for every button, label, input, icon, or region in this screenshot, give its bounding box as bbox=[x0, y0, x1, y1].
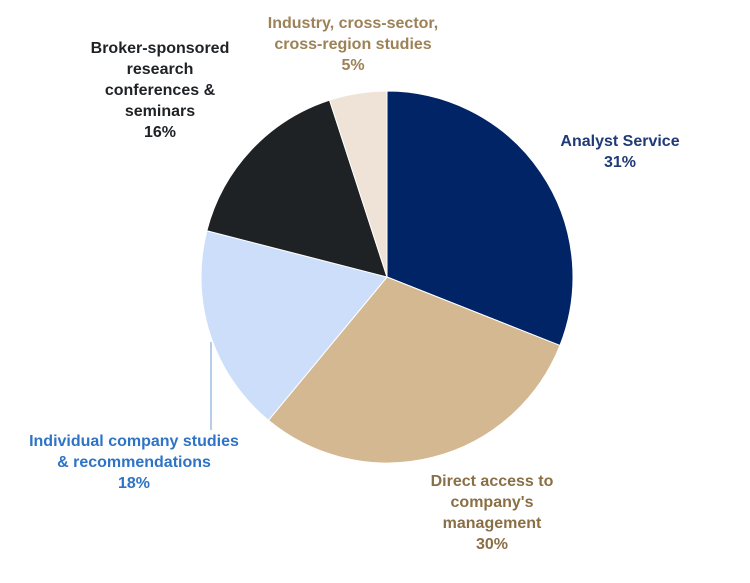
slice-labels: Analyst Service 31% Direct access to compan… bbox=[29, 15, 680, 553]
slice-percent-broker-conferences: 16% bbox=[144, 124, 176, 141]
pie-slice-individual-company-studies bbox=[200, 230, 388, 422]
slice-percent-direct-access-management: 30% bbox=[476, 536, 508, 553]
slice-label-line: seminars bbox=[125, 103, 195, 120]
slice-label-line: research bbox=[127, 61, 194, 78]
slice-label-direct-access-management: Direct access to company's management 30% bbox=[431, 473, 554, 553]
slice-label-line: Industry, cross-sector, bbox=[268, 15, 438, 32]
pie-slice-direct-access-management bbox=[267, 276, 561, 464]
slice-label-line: Broker-sponsored bbox=[91, 40, 230, 57]
pie-slice-industry-studies bbox=[328, 90, 388, 278]
slice-label-line: conferences & bbox=[105, 82, 216, 99]
slice-label-line: Individual company studies bbox=[29, 433, 239, 450]
pie-slices bbox=[200, 90, 574, 464]
slice-label-line: management bbox=[443, 515, 542, 532]
pie-slice-broker-conferences bbox=[206, 99, 388, 278]
slice-label-line: & recommendations bbox=[57, 454, 211, 471]
pie-slice-analyst-service bbox=[386, 90, 574, 347]
slice-label-individual-company-studies: Individual company studies & recommendati… bbox=[29, 433, 239, 492]
slice-label-analyst-service: Analyst Service 31% bbox=[560, 133, 679, 171]
slice-label-broker-conferences: Broker-sponsored research conferences & sem… bbox=[91, 40, 230, 141]
slice-label-line: company's bbox=[451, 494, 534, 511]
slice-percent-analyst-service: 31% bbox=[604, 154, 636, 171]
slice-percent-individual-company-studies: 18% bbox=[118, 475, 150, 492]
slice-label-industry-studies: Industry, cross-sector, cross-region stud… bbox=[268, 15, 438, 74]
slice-label-line: Analyst Service bbox=[560, 133, 679, 150]
slice-label-line: Direct access to bbox=[431, 473, 554, 490]
slice-label-line: cross-region studies bbox=[274, 36, 431, 53]
slice-percent-industry-studies: 5% bbox=[341, 57, 364, 74]
